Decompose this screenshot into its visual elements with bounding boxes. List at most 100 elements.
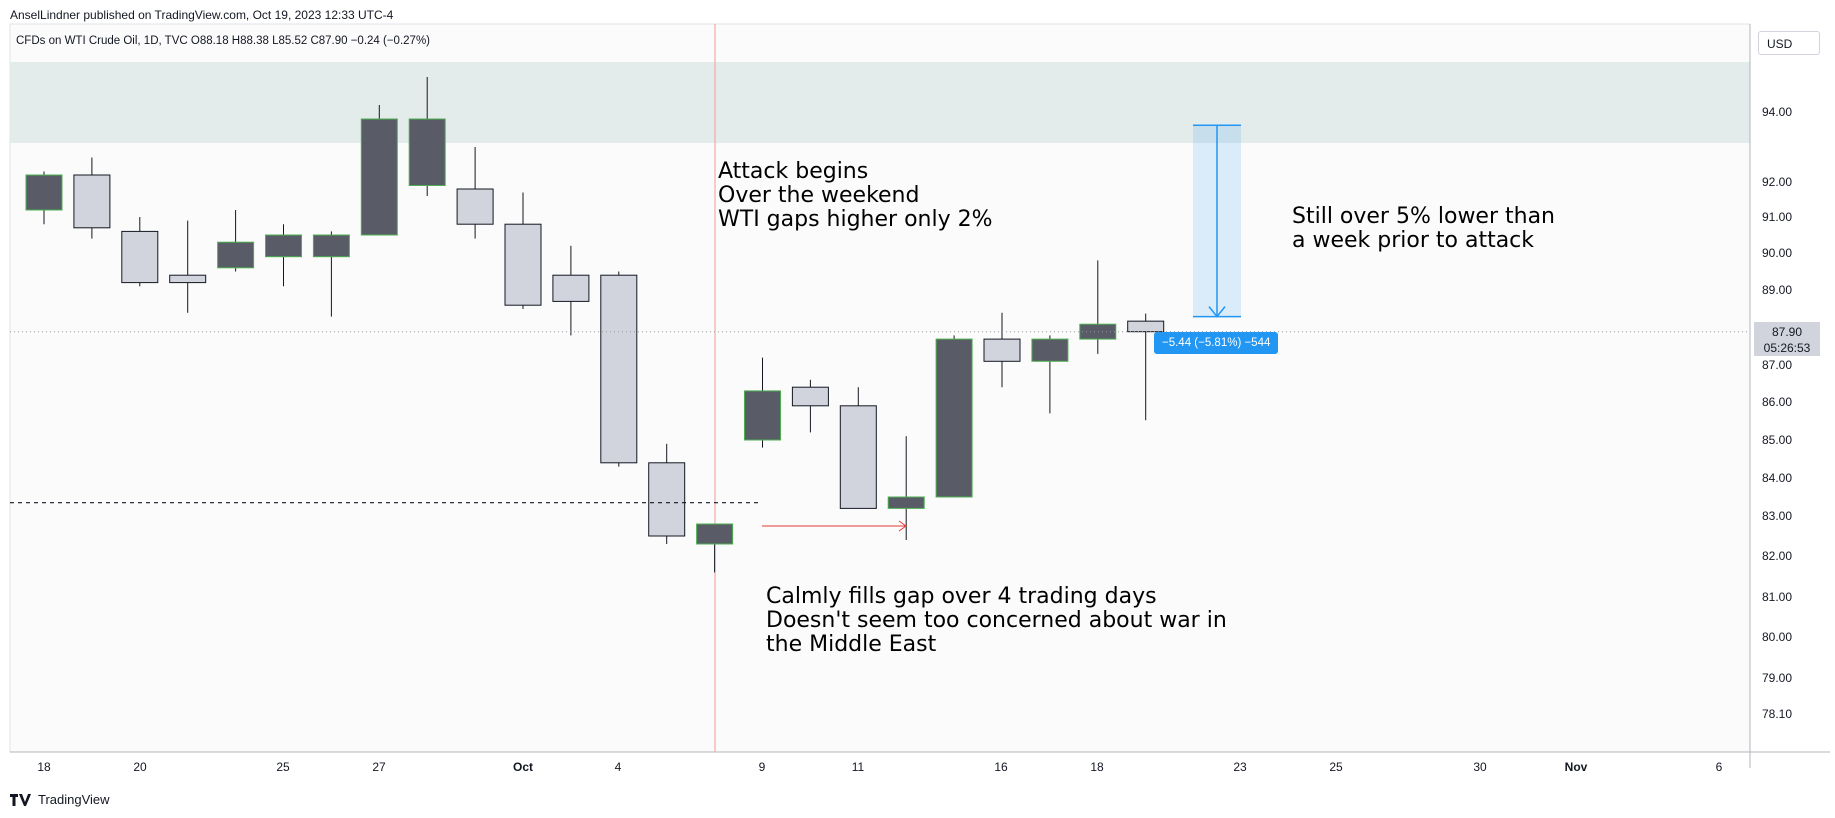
candle-body <box>312 234 350 258</box>
time-tick-label: 20 <box>133 760 147 774</box>
price-tick-label: 92.00 <box>1762 175 1792 189</box>
attack-line-2: Over the weekend <box>718 183 920 208</box>
time-tick-label: 30 <box>1473 760 1487 774</box>
candle-body <box>935 338 973 498</box>
candle-body <box>791 386 829 407</box>
price-axis[interactable] <box>1750 24 1830 752</box>
candle[interactable] <box>456 147 494 239</box>
candle[interactable] <box>935 335 973 498</box>
candle[interactable] <box>744 357 781 448</box>
candle[interactable] <box>360 105 398 236</box>
candle-body <box>983 338 1021 362</box>
tradingview-logo-icon <box>10 793 31 806</box>
gap-fill-line-1: Calmly fills gap over 4 trading days <box>766 584 1157 609</box>
candle[interactable] <box>887 436 925 540</box>
candle-body <box>1079 323 1117 340</box>
candle[interactable] <box>600 271 638 467</box>
gap-fill-annotation: Calmly fills gap over 4 trading days Doe… <box>766 585 1227 657</box>
candle[interactable] <box>696 523 734 573</box>
candle-body <box>360 118 398 236</box>
time-tick-label: 27 <box>372 760 386 774</box>
time-tick-label: 9 <box>759 760 766 774</box>
still-lower-line-2: a week prior to attack <box>1292 228 1535 253</box>
time-tick-label: 25 <box>276 760 290 774</box>
candle-body <box>839 405 877 509</box>
time-tick-label: 18 <box>37 760 51 774</box>
candle-body <box>504 223 542 306</box>
price-tick-label: 78.10 <box>1762 707 1792 721</box>
symbol-legend: CFDs on WTI Crude Oil, 1D, TVC O88.18 H8… <box>16 35 430 47</box>
candle[interactable] <box>1127 313 1165 421</box>
resistance-zone <box>10 62 1750 143</box>
candle-body <box>217 241 255 269</box>
price-tick-label: 89.00 <box>1762 283 1792 297</box>
candle-body <box>73 174 111 229</box>
gap-fill-line-2: Doesn't seem too concerned about war in <box>766 608 1227 633</box>
candle[interactable] <box>983 312 1021 388</box>
still-lower-annotation: Still over 5% lower than a week prior to… <box>1292 205 1555 253</box>
publisher-line: AnselLindner published on TradingView.co… <box>10 8 394 22</box>
price-tick-label: 86.00 <box>1762 395 1792 409</box>
price-tick-label: 81.00 <box>1762 590 1792 604</box>
gap-fill-line-3: the Middle East <box>766 632 937 657</box>
currency-button[interactable]: USD <box>1758 31 1820 55</box>
candle-body <box>887 496 925 509</box>
candle-body <box>1031 338 1069 362</box>
candle[interactable] <box>169 220 207 313</box>
tradingview-footer[interactable]: TradingView <box>10 792 110 807</box>
candle-body <box>600 274 638 464</box>
candle-body <box>408 118 446 186</box>
candle[interactable] <box>791 379 829 433</box>
candle[interactable] <box>217 210 255 272</box>
candle[interactable] <box>121 217 159 287</box>
candle[interactable] <box>648 443 686 544</box>
price-tick-label: 90.00 <box>1762 246 1792 260</box>
measure-label: −5.44 (−5.81%) −544 <box>1154 332 1279 354</box>
price-tick-label: 79.00 <box>1762 671 1792 685</box>
candle-body <box>121 230 159 284</box>
last-price-label: 87.90 05:26:53 <box>1754 322 1820 356</box>
price-tick-label: 80.00 <box>1762 630 1792 644</box>
candle-body <box>265 234 302 258</box>
candle[interactable] <box>25 171 63 225</box>
attack-annotation: Attack begins Over the weekend WTI gaps … <box>718 160 993 232</box>
time-tick-label: 23 <box>1233 760 1247 774</box>
candle-body <box>1127 320 1165 333</box>
price-tick-label: 91.00 <box>1762 210 1792 224</box>
candle[interactable] <box>312 231 350 317</box>
price-tick-label: 94.00 <box>1762 105 1792 119</box>
candle-body <box>648 462 686 537</box>
candle[interactable] <box>1031 335 1069 414</box>
time-tick-label: Nov <box>1565 760 1588 774</box>
candle[interactable] <box>265 224 302 287</box>
price-axis-ticks: 94.00 92.00 91.00 90.00 89.00 87.00 86.00 85.00… <box>1762 105 1792 721</box>
time-axis-ticks: 18 20 25 27 Oct 4 9 11 16 18 23 25 30 Nov 6 <box>37 760 1722 774</box>
attack-line-3: WTI gaps higher only 2% <box>718 207 993 232</box>
gap-fill-arrow <box>762 520 907 532</box>
chart-pane[interactable] <box>9 23 1751 753</box>
time-tick-label: 18 <box>1090 760 1104 774</box>
last-price-value: 87.90 <box>1771 325 1803 339</box>
attack-line-1: Attack begins <box>718 159 869 184</box>
price-tick-label: 83.00 <box>1762 509 1792 523</box>
time-tick-label: 16 <box>994 760 1008 774</box>
candle-body <box>456 188 494 225</box>
candle[interactable] <box>839 387 877 509</box>
candle[interactable] <box>408 77 446 196</box>
candle[interactable] <box>504 192 542 310</box>
candle[interactable] <box>73 157 111 239</box>
candle-body <box>552 274 590 302</box>
candle-body <box>696 523 734 545</box>
time-tick-label: 25 <box>1329 760 1343 774</box>
price-tick-label: 87.00 <box>1762 358 1792 372</box>
bar-countdown: 05:26:53 <box>1763 341 1811 355</box>
footer-brand: TradingView <box>38 792 110 807</box>
candle[interactable] <box>1079 260 1117 354</box>
candle-body <box>25 174 63 211</box>
time-tick-label: 6 <box>1716 760 1723 774</box>
time-tick-label: Oct <box>513 760 533 774</box>
price-tick-label: 84.00 <box>1762 471 1792 485</box>
candle[interactable] <box>552 245 590 336</box>
candle-body <box>169 274 207 284</box>
